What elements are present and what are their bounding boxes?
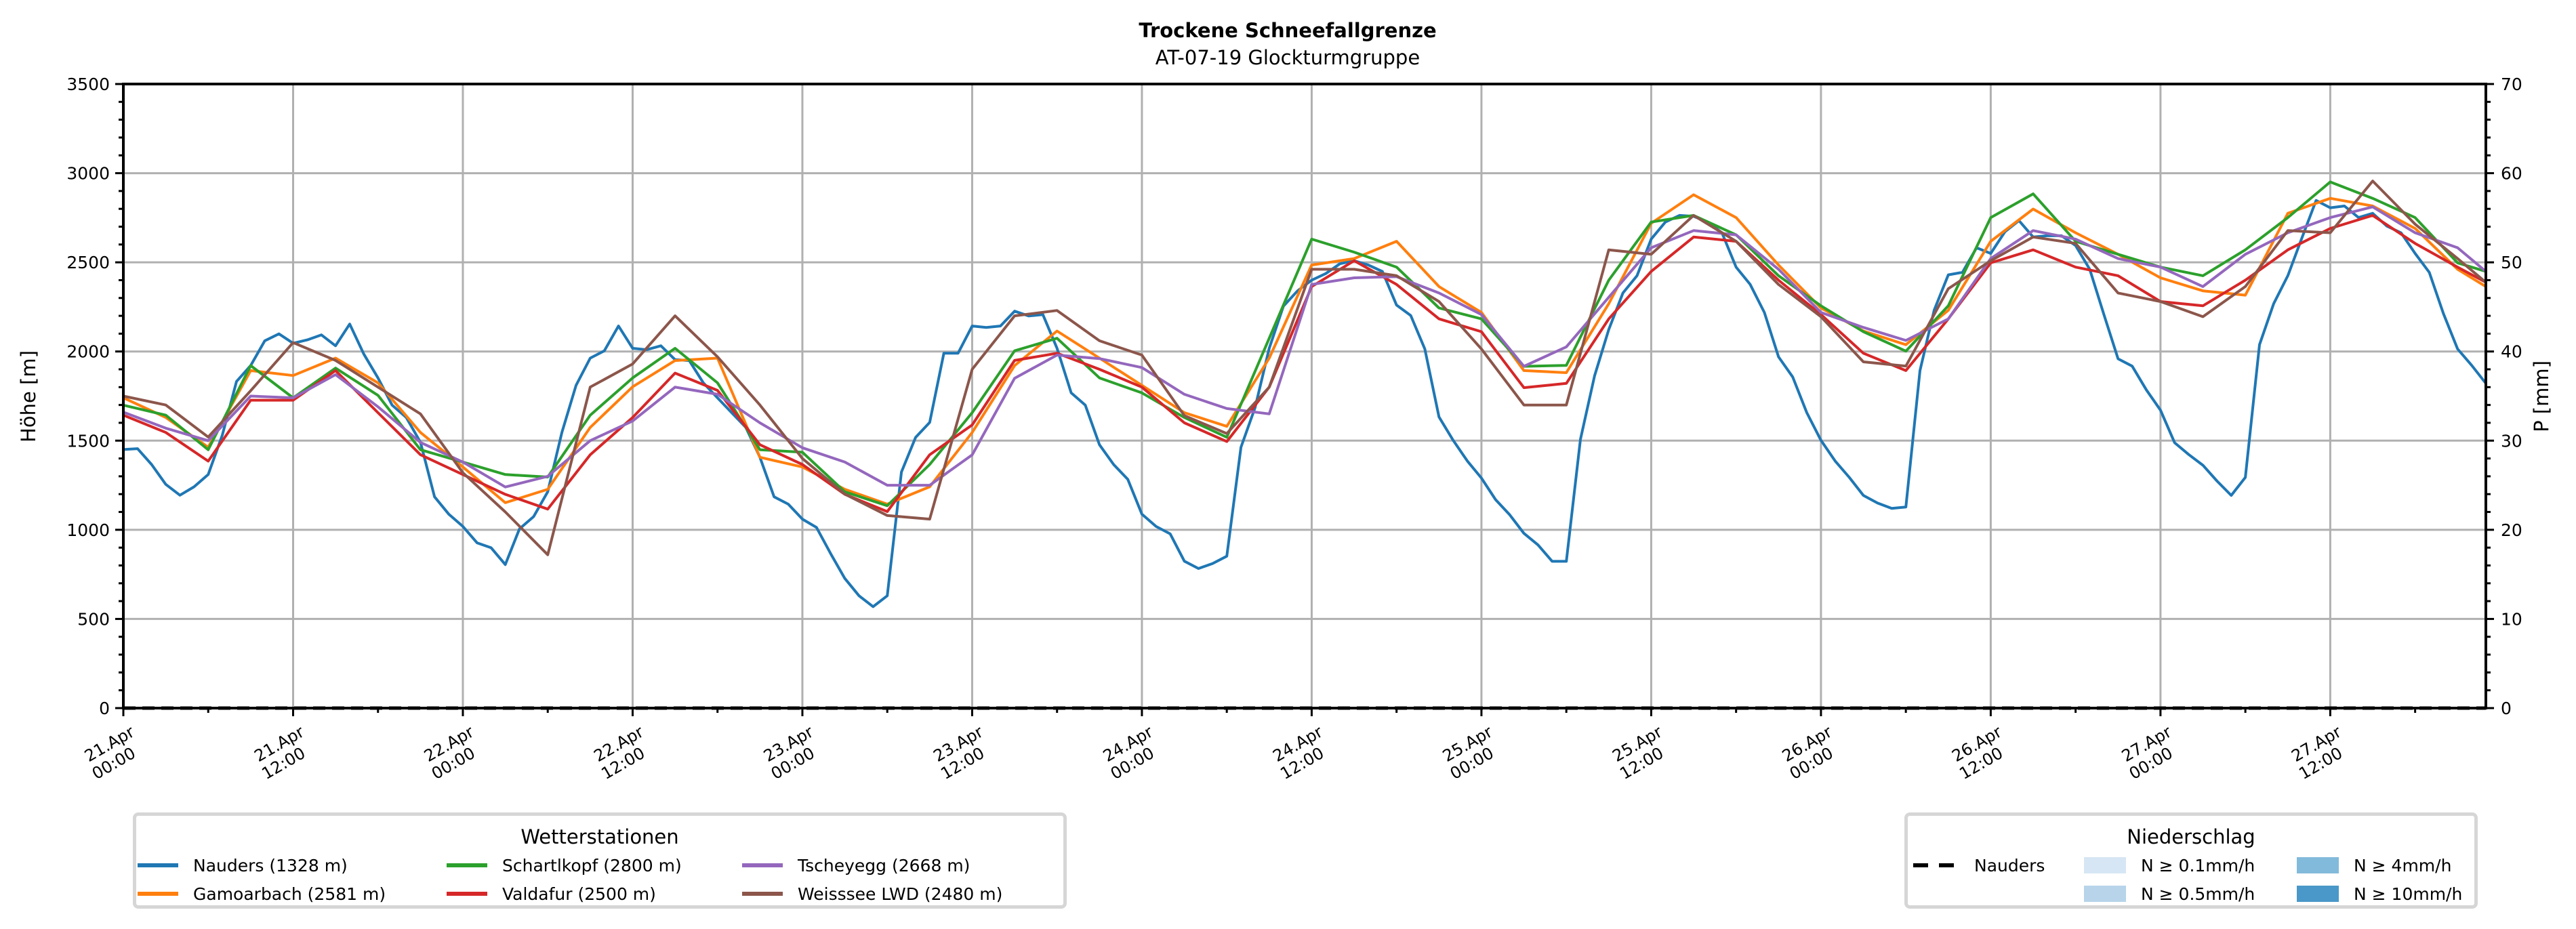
x-tick-label: 27.Apr12:00: [2286, 722, 2354, 783]
legend-label: Schartlkopf (2800 m): [502, 855, 682, 875]
legend-item-precip-4: N ≥ 4mm/h: [2297, 854, 2451, 877]
legend-item-weisssee: Weisssee LWD (2480 m): [742, 882, 1002, 905]
legend-item-precip-0-5: N ≥ 0.5mm/h: [2084, 882, 2255, 905]
legend-item-schartlkopf: Schartlkopf (2800 m): [447, 854, 682, 877]
x-tick-label: 25.Apr12:00: [1607, 722, 1675, 783]
y-tick-label: 1500: [66, 431, 110, 451]
legend-item-tscheyegg: Tscheyegg (2668 m): [742, 854, 970, 877]
chart-title: Trockene Schneefallgrenze: [1139, 19, 1436, 42]
series-lines: [123, 180, 2487, 710]
legend-label: Valdafur (2500 m): [502, 884, 656, 904]
x-tick-label: 22.Apr00:00: [419, 722, 487, 783]
legend-label: N ≥ 4mm/h: [2354, 855, 2452, 875]
legend-label: Weisssee LWD (2480 m): [798, 884, 1003, 904]
legend-item-valdafur: Valdafur (2500 m): [447, 882, 656, 905]
y-tick-label: 3000: [66, 164, 110, 184]
legend-label: N ≥ 10mm/h: [2354, 884, 2463, 904]
legend-item-gamoarbach: Gamoarbach (2581 m): [138, 882, 386, 905]
x-tick-label: 21.Apr00:00: [79, 722, 147, 783]
legend-label: Nauders: [1974, 855, 2045, 875]
x-tick-label: 25.Apr00:00: [1437, 722, 1505, 783]
x-tick-label: 24.Apr12:00: [1267, 722, 1335, 783]
legend-label: Tscheyegg (2668 m): [798, 855, 970, 875]
legend-label: N ≥ 0.5mm/h: [2141, 884, 2255, 904]
x-tick-label: 23.Apr00:00: [758, 722, 826, 783]
series-line-5: [123, 180, 2487, 556]
x-tick-label: 26.Apr12:00: [1946, 722, 2014, 783]
y-tick-label: 0: [99, 699, 110, 718]
x-tick-label: 27.Apr00:00: [2117, 722, 2184, 783]
series-line-1: [123, 193, 2487, 505]
legend-label: N ≥ 0.1mm/h: [2141, 855, 2255, 875]
legend-precip-title: Niederschlag: [2127, 825, 2255, 848]
y-tick-label: 2000: [66, 342, 110, 362]
x-tick-label: 21.Apr12:00: [249, 722, 316, 783]
y-right-tick-label: 60: [2501, 164, 2522, 184]
y-right-tick-label: 50: [2501, 253, 2522, 272]
dashed-line-icon: [1913, 863, 1954, 867]
legend-label: Nauders (1328 m): [193, 855, 348, 875]
y-right-tick-label: 30: [2501, 431, 2522, 451]
y-tick-label: 500: [77, 609, 110, 629]
y-tick-label: 1000: [66, 520, 110, 540]
y-tick-label: 2500: [66, 253, 110, 272]
x-tick-label: 22.Apr12:00: [588, 722, 656, 783]
y-right-tick-label: 70: [2501, 75, 2522, 94]
y-axis-right-label: P [mm]: [2530, 360, 2553, 432]
y-right-tick-label: 10: [2501, 609, 2522, 629]
legend-stations-title: Wetterstationen: [520, 825, 679, 848]
y-right-tick-label: 20: [2501, 520, 2522, 540]
legend-item-precip-nauders: Nauders: [1913, 854, 2045, 877]
series-line-4: [123, 205, 2487, 489]
y-tick-label: 3500: [66, 75, 110, 94]
legend-stations: Wetterstationen Nauders (1328 m) Gamoarb…: [133, 812, 1067, 909]
axes: 0 500 1000 1500 2000 2500 3000 3500 0 10 20 30 40 50 6…: [66, 75, 2522, 783]
x-tick-label: 26.Apr00:00: [1777, 722, 1845, 783]
plot-frame: [122, 83, 2487, 709]
x-tick-label: 24.Apr00:00: [1098, 722, 1166, 783]
y-right-tick-label: 40: [2501, 342, 2522, 362]
legend-precipitation: Niederschlag Nauders N ≥ 0.1mm/h N ≥ 0.5…: [1904, 812, 2478, 909]
grid: [122, 83, 2486, 709]
chart-subtitle: AT-07-19 Glockturmgruppe: [1156, 46, 1420, 69]
legend-label: Gamoarbach (2581 m): [193, 884, 386, 904]
series-line-2: [123, 180, 2487, 508]
legend-item-precip-10: N ≥ 10mm/h: [2297, 882, 2462, 905]
legend-item-nauders: Nauders (1328 m): [138, 854, 348, 877]
x-tick-label: 23.Apr12:00: [928, 722, 996, 783]
y-axis-label: Höhe [m]: [17, 350, 40, 442]
y-right-tick-label: 0: [2501, 699, 2512, 718]
legend-item-precip-0-1: N ≥ 0.1mm/h: [2084, 854, 2255, 877]
